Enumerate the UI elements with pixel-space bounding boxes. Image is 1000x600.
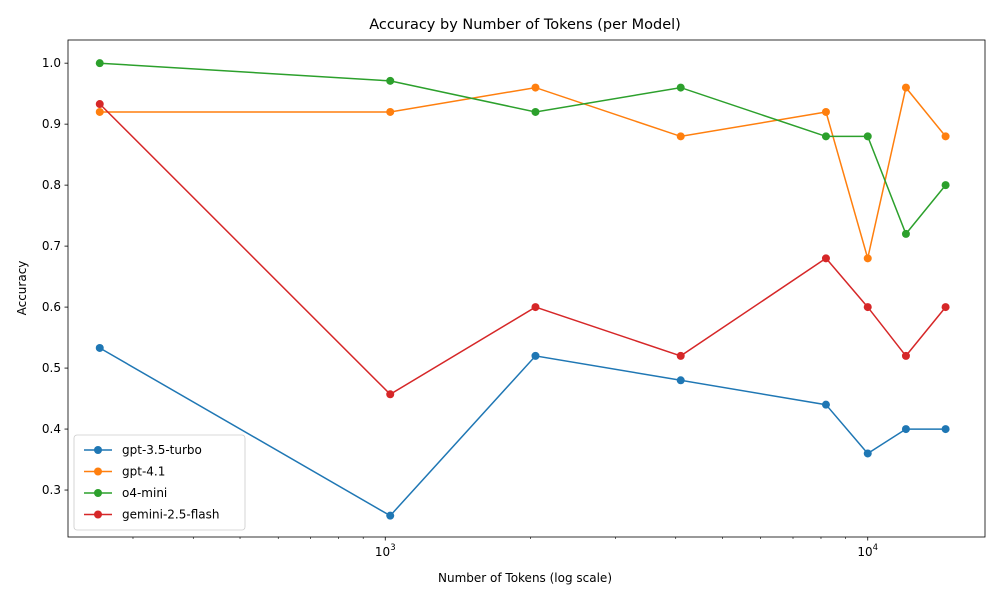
series-line-gpt-3.5-turbo xyxy=(99,347,946,517)
legend-label: gpt-4.1 xyxy=(122,465,165,479)
plot-frame xyxy=(67,39,986,538)
y-axis-title: Accuracy xyxy=(15,261,29,316)
legend-marker xyxy=(94,446,102,454)
data-point-gpt-4.1 xyxy=(941,132,950,141)
data-point-gemini-2.5-flash xyxy=(95,100,104,109)
data-point-o4-mini xyxy=(531,107,540,116)
plot-area: 0.3 0.4 0.5 0.6 0.7 0.8 0.9 1.0 103 104 xyxy=(42,39,986,559)
y-tick-label: 0.5 xyxy=(42,361,61,375)
y-tick-label: 0.8 xyxy=(42,178,61,192)
data-point-o4-mini xyxy=(941,181,950,190)
data-point-gpt-3.5-turbo xyxy=(821,400,830,409)
data-point-gpt-3.5-turbo xyxy=(863,449,872,458)
data-point-gpt-4.1 xyxy=(901,83,910,92)
x-tick-label: 103 xyxy=(375,543,396,559)
data-point-gpt-4.1 xyxy=(386,107,395,116)
x-axis-title: Number of Tokens (log scale) xyxy=(438,571,612,585)
data-point-gpt-4.1 xyxy=(863,254,872,263)
data-point-o4-mini xyxy=(821,132,830,141)
y-tick-label: 0.7 xyxy=(42,239,61,253)
data-point-gemini-2.5-flash xyxy=(821,254,830,263)
y-tick-label: 0.3 xyxy=(42,483,61,497)
y-tick-label: 0.4 xyxy=(42,422,61,436)
data-point-gemini-2.5-flash xyxy=(941,303,950,312)
series-line-o4-mini xyxy=(99,62,947,236)
data-point-gpt-4.1 xyxy=(821,107,830,116)
data-point-gemini-2.5-flash xyxy=(676,351,685,360)
legend-item: gpt-4.1 xyxy=(84,465,165,479)
data-point-o4-mini xyxy=(901,229,910,238)
data-point-o4-mini xyxy=(676,83,685,92)
y-tick-label: 0.6 xyxy=(42,300,61,314)
legend-marker xyxy=(94,489,102,497)
legend-box xyxy=(73,434,246,531)
data-point-o4-mini xyxy=(95,59,104,68)
data-point-gpt-4.1 xyxy=(676,132,685,141)
legend-label: gemini-2.5-flash xyxy=(122,508,219,522)
x-tick-label: 104 xyxy=(857,543,878,559)
data-point-gpt-3.5-turbo xyxy=(386,511,395,520)
legend-label: o4-mini xyxy=(122,486,167,500)
legend-item: gpt-3.5-turbo xyxy=(84,443,202,457)
y-tick-label: 0.9 xyxy=(42,117,61,131)
legend-marker xyxy=(94,467,102,476)
data-point-gpt-3.5-turbo xyxy=(95,343,104,352)
data-point-gpt-3.5-turbo xyxy=(901,425,910,434)
series-line-gpt-4.1 xyxy=(99,85,947,259)
data-point-gemini-2.5-flash xyxy=(386,390,395,399)
data-point-gemini-2.5-flash xyxy=(901,351,910,360)
series-line-gemini-2.5-flash xyxy=(99,103,947,396)
data-point-gpt-3.5-turbo xyxy=(676,376,685,385)
legend: gpt-3.5-turbo gpt-4.1 o4-mini gemini-2.5-fl… xyxy=(73,434,246,531)
data-point-gpt-3.5-turbo xyxy=(531,351,540,360)
legend-label: gpt-3.5-turbo xyxy=(122,443,202,457)
chart-title: Accuracy by Number of Tokens (per Model) xyxy=(369,17,681,33)
data-point-gemini-2.5-flash xyxy=(863,303,872,312)
data-point-gpt-4.1 xyxy=(531,83,540,92)
legend-marker xyxy=(94,510,102,519)
data-point-o4-mini xyxy=(386,76,395,85)
data-point-gpt-3.5-turbo xyxy=(941,425,950,434)
legend-item: o4-mini xyxy=(84,486,167,500)
data-point-gpt-4.1 xyxy=(95,107,104,116)
data-point-gemini-2.5-flash xyxy=(531,303,540,312)
y-tick-label: 1.0 xyxy=(42,56,61,70)
legend-item: gemini-2.5-flash xyxy=(84,508,219,522)
data-point-o4-mini xyxy=(863,132,872,141)
